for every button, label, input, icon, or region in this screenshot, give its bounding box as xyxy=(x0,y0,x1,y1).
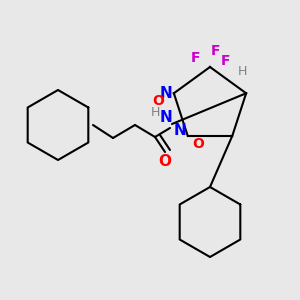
Text: N: N xyxy=(160,110,172,124)
Text: O: O xyxy=(152,94,164,108)
Text: N: N xyxy=(173,123,186,138)
Text: O: O xyxy=(158,154,172,169)
Text: H: H xyxy=(238,65,247,78)
Text: F: F xyxy=(220,54,230,68)
Text: F: F xyxy=(210,44,220,58)
Text: H: H xyxy=(150,106,160,118)
Text: N: N xyxy=(160,86,172,101)
Text: F: F xyxy=(190,51,200,65)
Text: O: O xyxy=(193,137,205,151)
